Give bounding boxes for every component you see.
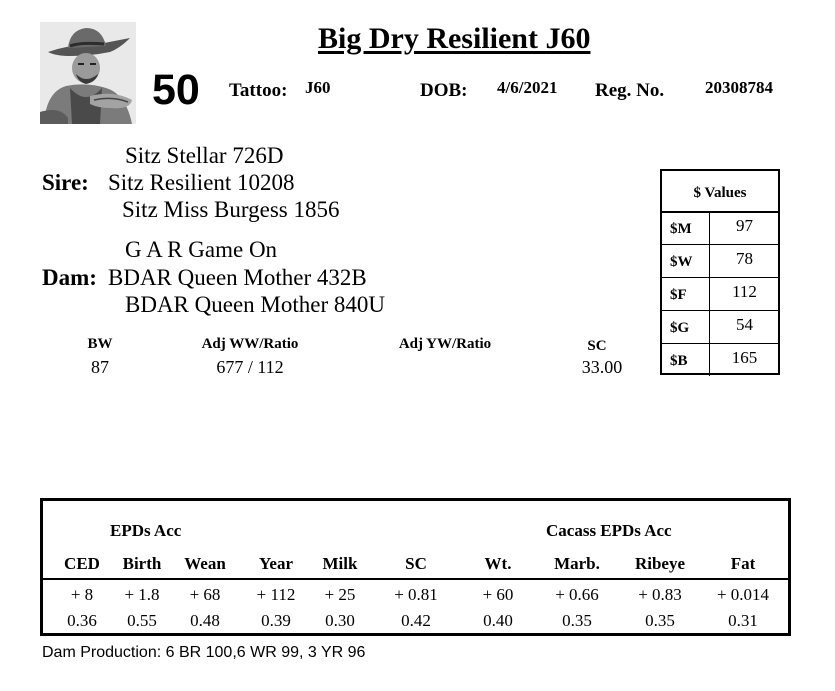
epd-column-header: Milk [322, 554, 358, 573]
dollar-values-title: $ Values [662, 171, 778, 213]
adj-ww-value: 677 / 112 [216, 357, 284, 377]
epd-value: + 0.83 [638, 585, 682, 604]
epd-value: + 0.81 [394, 585, 438, 604]
epd-accuracy: 0.35 [645, 611, 675, 630]
value-amount: 165 [731, 348, 758, 367]
epd-value: + 1.8 [124, 585, 160, 604]
epd-column-header: SC [405, 554, 427, 573]
reg-no-value: 20308784 [705, 78, 773, 97]
epd-table: EPDs Acc Cacass EPDs Acc CED + 8 0.36 Birth… [40, 498, 791, 636]
bw-value: 87 [91, 357, 109, 377]
dam-dam: BDAR Queen Mother 840U [125, 292, 385, 317]
epd-divider [43, 578, 788, 580]
value-row: $F 112 [662, 277, 778, 310]
epd-accuracy: 0.30 [325, 611, 355, 630]
epd-column-header: Birth [122, 554, 162, 573]
value-label: $B [662, 343, 710, 376]
dollar-values-table: $ Values $M 97 $W 78 $F 112 $G 54 $B 165 [660, 169, 780, 376]
epd-column-header: Year [259, 554, 293, 573]
dob-label: DOB: [420, 80, 468, 101]
epd-column-header: Wean [184, 554, 226, 573]
dam-production: Dam Production: 6 BR 100,6 WR 99, 3 YR 9… [42, 644, 366, 661]
value-label: $M [662, 211, 710, 244]
value-amount: 54 [736, 315, 753, 334]
value-label: $W [662, 244, 710, 277]
epd-value: + 112 [256, 585, 296, 604]
sire-label: Sire: [42, 170, 89, 195]
epd-column-header: Wt. [484, 554, 512, 573]
epd-accuracy: 0.55 [127, 611, 157, 630]
sc-value: 33.00 [581, 357, 623, 377]
value-row: $W 78 [662, 244, 778, 277]
tattoo-label: Tattoo: [229, 80, 288, 101]
dam-sire: G A R Game On [125, 237, 278, 262]
sire-sire: Sitz Stellar 726D [125, 143, 284, 168]
epd-value: + 0.66 [555, 585, 599, 604]
value-row: $M 97 [662, 211, 778, 244]
sire-dam: Sitz Miss Burgess 1856 [122, 197, 340, 222]
epd-value: + 8 [70, 585, 94, 604]
value-label: $F [662, 277, 710, 310]
bw-header: BW [87, 336, 113, 352]
epd-accuracy: 0.39 [261, 611, 291, 630]
value-row: $B 165 [662, 343, 778, 376]
epd-column-header: Marb. [554, 554, 600, 573]
bull-name-title: Big Dry Resilient J60 [318, 22, 591, 55]
value-amount: 97 [736, 216, 753, 235]
adj-yw-header: Adj YW/Ratio [398, 336, 492, 352]
adj-ww-header: Adj WW/Ratio [201, 336, 299, 352]
dam-name: BDAR Queen Mother 432B [108, 265, 367, 290]
epd-accuracy: 0.35 [562, 611, 592, 630]
dob-value: 4/6/2021 [497, 78, 558, 97]
carcass-epd-group-label: Cacass EPDs Acc [546, 521, 672, 540]
value-row: $G 54 [662, 310, 778, 343]
tattoo-value: J60 [305, 78, 331, 97]
epd-value: + 0.014 [716, 585, 770, 604]
epd-value: + 25 [324, 585, 356, 604]
sire-name: Sitz Resilient 10208 [108, 170, 295, 195]
epd-accuracy: 0.40 [483, 611, 513, 630]
epd-column-header: Fat [730, 554, 756, 573]
epd-group-label: EPDs Acc [110, 521, 182, 540]
epd-accuracy: 0.48 [190, 611, 220, 630]
epd-value: + 60 [482, 585, 514, 604]
epd-accuracy: 0.31 [728, 611, 758, 630]
epd-accuracy: 0.36 [67, 611, 97, 630]
sc-header: SC [587, 338, 607, 354]
reg-no-label: Reg. No. [595, 80, 665, 101]
cowboy-portrait-logo [40, 22, 136, 124]
value-amount: 112 [732, 282, 757, 301]
value-label: $G [662, 310, 710, 343]
value-amount: 78 [736, 249, 753, 268]
dam-label: Dam: [42, 265, 97, 290]
epd-accuracy: 0.42 [401, 611, 431, 630]
epd-column-header: Ribeye [634, 554, 686, 573]
epd-column-header: CED [64, 554, 100, 573]
epd-value: + 68 [189, 585, 221, 604]
lot-number: 50 [152, 66, 200, 114]
